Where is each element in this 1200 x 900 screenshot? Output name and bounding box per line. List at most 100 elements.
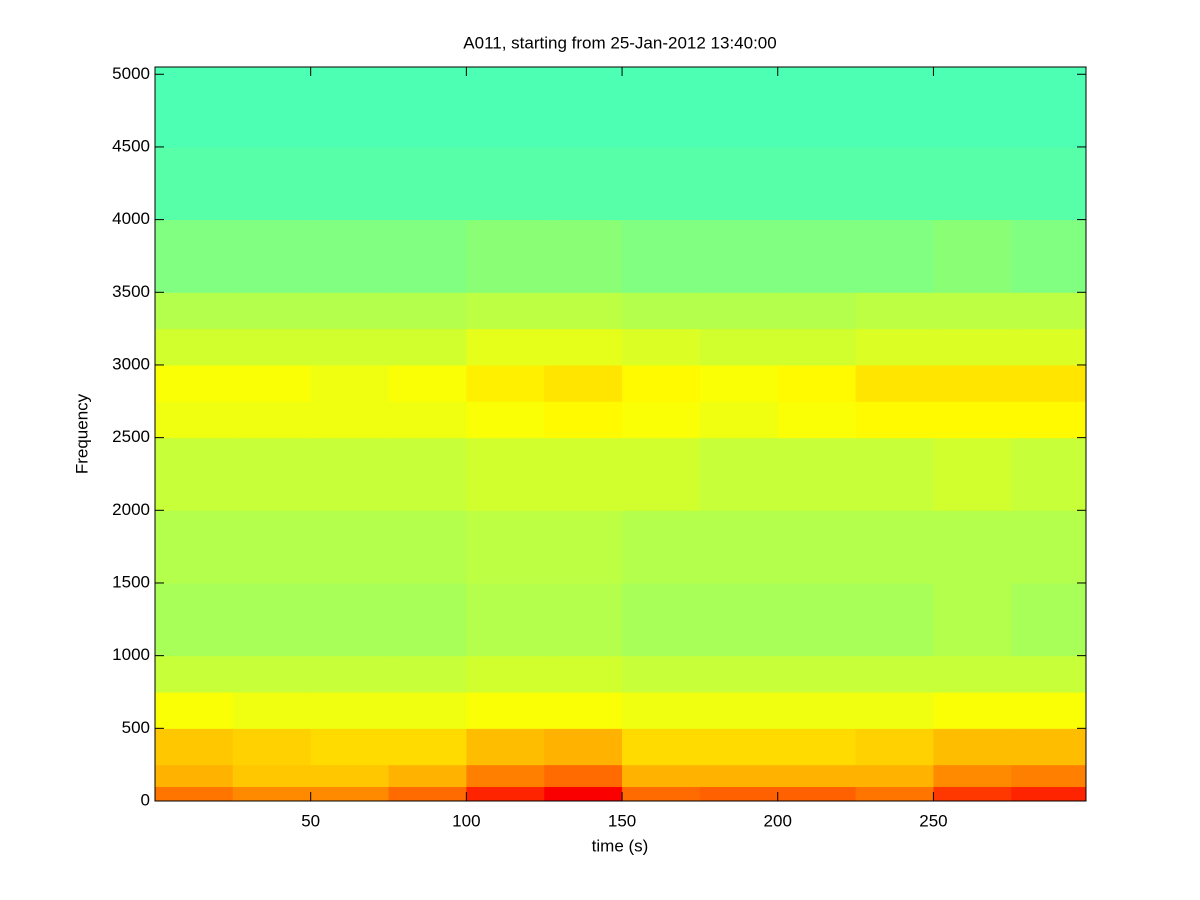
y-tick-label: 0 [141,790,150,809]
heatmap-cell [155,146,234,221]
axes: 50 100 150 200 25005001000150020002500300035… [112,64,1087,830]
heatmap-cell [1011,292,1087,330]
heatmap-cell [622,401,701,439]
heatmap-cell [933,437,1012,511]
heatmap-cell [622,764,701,787]
heatmap-cell [388,655,467,693]
heatmap-cell [310,292,390,330]
heatmap-cell [232,655,312,693]
heatmap-cell [466,292,545,330]
heatmap-cell [544,764,623,787]
heatmap-cell [699,786,779,802]
y-tick-label: 4500 [112,136,150,155]
heatmap-cell [155,67,234,148]
heatmap-cell [699,219,779,293]
y-tick-label: 1000 [112,645,150,664]
heatmap-cell [388,401,467,439]
heatmap-cell [933,67,1012,148]
heatmap-cell [232,219,312,293]
heatmap-cell [544,510,623,584]
heatmap-cell [699,437,779,511]
heatmap-cell [1011,655,1087,693]
heatmap-cell [232,764,312,787]
y-axis-label: Frequency [72,393,91,474]
heatmap-cell [777,786,857,802]
heatmap-cell [155,786,234,802]
heatmap-cell [933,401,1012,439]
heatmap-cell [855,67,934,148]
heatmap-cell [388,786,467,802]
heatmap-cell [544,146,623,221]
heatmap-cell [388,764,467,787]
heatmap-cell [622,510,701,584]
heatmap-cell [699,364,779,402]
heatmap-cell [310,764,390,787]
heatmap-cell [232,401,312,439]
heatmap-cell [388,146,467,221]
heatmap-cell [310,437,390,511]
heatmap-cell [1011,691,1087,729]
heatmap-cell [544,582,623,657]
heatmap-cell [544,437,623,511]
heatmap-cell [388,67,467,148]
heatmap-cell [466,691,545,729]
heatmap-cell [310,582,390,657]
heatmap-cell [466,146,545,221]
heatmap-cell [1011,786,1087,802]
heatmap-cell [622,437,701,511]
x-tick-label: 50 [301,811,320,830]
heatmap-cell [699,764,779,787]
heatmap-cell [155,582,234,657]
heatmap-cell [699,728,779,766]
heatmap-cell [310,728,390,766]
heatmap-cell [155,655,234,693]
heatmap-cell [777,401,857,439]
heatmap-cell [1011,728,1087,766]
heatmap-cell [855,219,934,293]
heatmap-cell [155,328,234,366]
heatmap-cell [933,510,1012,584]
heatmap-cell [155,510,234,584]
heatmap-cell [155,691,234,729]
heatmap-cell [232,292,312,330]
heatmap-cell [155,437,234,511]
heatmap-cell [466,786,545,802]
heatmap-cell [1011,328,1087,366]
heatmap-cell [232,691,312,729]
heatmap-cell [310,146,390,221]
heatmap-cell [1011,582,1087,657]
heatmap-cell [388,364,467,402]
heatmap-cell [777,328,857,366]
heatmap-cell [699,655,779,693]
heatmap-cell [622,364,701,402]
heatmap-cell [622,328,701,366]
heatmap-cell [933,146,1012,221]
heatmap-cell [777,219,857,293]
heatmap-cell [622,655,701,693]
y-tick-label: 1500 [112,572,150,591]
heatmap-cell [777,691,857,729]
heatmap-cell [155,401,234,439]
x-tick-label: 200 [764,811,792,830]
heatmap-cell [855,437,934,511]
heatmap-cell [622,691,701,729]
heatmap-cell [855,728,934,766]
heatmap-cell [466,437,545,511]
heatmap-cell [466,582,545,657]
heatmap-cell [544,67,623,148]
heatmap-cell [777,764,857,787]
heatmap-cell [1011,437,1087,511]
heatmap-cell [855,292,934,330]
heatmap-cell [544,219,623,293]
heatmap-cell [232,510,312,584]
heatmap-cell [232,582,312,657]
heatmap-cell [310,67,390,148]
heatmap-cell [544,328,623,366]
heatmap-cell [777,582,857,657]
heatmap-cell [155,728,234,766]
heatmap-cell [622,292,701,330]
heatmap-cell [232,146,312,221]
heatmap-cell [1011,764,1087,787]
plot-frame [154,66,1087,802]
